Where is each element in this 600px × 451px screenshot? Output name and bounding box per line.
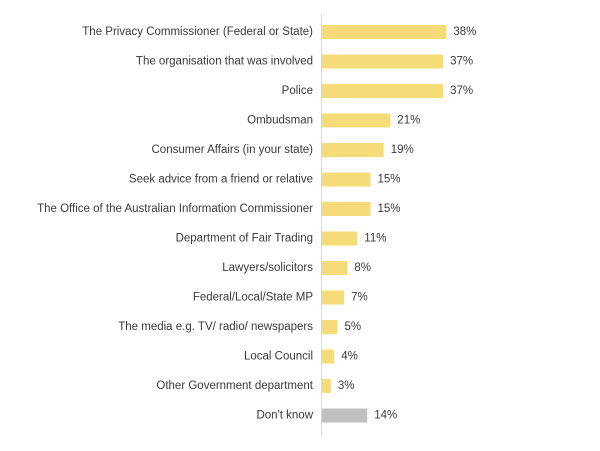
category-label: The media e.g. TV/ radio/ newspapers xyxy=(118,321,313,333)
bar xyxy=(321,202,371,216)
category-label: Federal/Local/State MP xyxy=(193,292,314,304)
bar xyxy=(321,408,368,423)
bar-value-label: 11% xyxy=(364,233,386,245)
bars-layer: The Privacy Commissioner (Federal or Sta… xyxy=(37,25,476,423)
bar-value-label: 37% xyxy=(450,85,473,97)
bar-value-label: 21% xyxy=(397,115,420,127)
bar-value-label: 14% xyxy=(374,410,397,422)
bar xyxy=(321,172,371,187)
category-label: The Office of the Australian Information… xyxy=(37,203,313,215)
category-label: Department of Fair Trading xyxy=(176,233,313,245)
bar-value-label: 7% xyxy=(351,292,368,304)
bar-value-label: 15% xyxy=(378,203,401,215)
bar-value-label: 15% xyxy=(378,174,401,186)
bar-value-label: 19% xyxy=(391,144,414,156)
category-label: Ombudsman xyxy=(247,115,313,127)
category-label: The organisation that was involved xyxy=(136,56,313,68)
bar xyxy=(321,25,447,39)
bar-value-label: 38% xyxy=(453,26,476,38)
category-label: Don't know xyxy=(256,410,313,422)
bar xyxy=(321,261,348,275)
category-label: Lawyers/solicitors xyxy=(222,262,313,274)
bar-value-label: 3% xyxy=(338,380,355,392)
bar xyxy=(321,290,345,305)
bar xyxy=(321,231,358,246)
category-label: Consumer Affairs (in your state) xyxy=(152,144,314,156)
bar-value-label: 4% xyxy=(341,351,358,363)
bar xyxy=(321,84,444,98)
category-label: Local Council xyxy=(244,351,313,363)
bar-value-label: 37% xyxy=(450,56,473,68)
bar-value-label: 8% xyxy=(354,262,371,274)
bar xyxy=(321,379,331,393)
category-label: Seek advice from a friend or relative xyxy=(129,174,313,186)
bar-value-label: 5% xyxy=(345,321,362,333)
category-label: The Privacy Commissioner (Federal or Sta… xyxy=(82,26,313,38)
category-label: Police xyxy=(282,85,313,97)
bar xyxy=(321,349,335,364)
bar xyxy=(321,320,338,334)
bar xyxy=(321,54,444,69)
category-label: Other Government department xyxy=(156,380,313,392)
bar xyxy=(321,143,384,157)
bar xyxy=(321,113,391,128)
